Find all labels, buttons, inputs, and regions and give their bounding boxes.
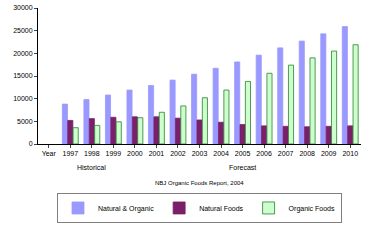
svg-text:Year: Year <box>42 150 57 157</box>
svg-text:2000: 2000 <box>127 150 143 157</box>
svg-text:2010: 2010 <box>342 150 358 157</box>
svg-text:NBJ Organic Foods Report, 2004: NBJ Organic Foods Report, 2004 <box>155 180 244 186</box>
svg-text:Forecast: Forecast <box>229 164 256 171</box>
svg-text:Historical: Historical <box>77 164 106 171</box>
svg-text:2003: 2003 <box>192 150 208 157</box>
svg-text:2004: 2004 <box>213 150 229 157</box>
svg-text:2008: 2008 <box>299 150 315 157</box>
svg-text:10000: 10000 <box>13 95 33 102</box>
svg-text:1998: 1998 <box>84 150 100 157</box>
svg-text:Natural & Organic: Natural & Organic <box>98 205 154 213</box>
svg-text:25000: 25000 <box>13 27 33 34</box>
svg-text:2007: 2007 <box>278 150 294 157</box>
svg-text:15000: 15000 <box>13 72 33 79</box>
svg-text:2005: 2005 <box>235 150 251 157</box>
svg-text:2002: 2002 <box>170 150 186 157</box>
svg-text:20000: 20000 <box>13 50 33 57</box>
svg-text:1999: 1999 <box>106 150 122 157</box>
svg-text:2001: 2001 <box>149 150 165 157</box>
svg-text:0: 0 <box>29 140 33 147</box>
svg-text:2009: 2009 <box>321 150 337 157</box>
svg-text:2006: 2006 <box>256 150 272 157</box>
svg-text:1997: 1997 <box>63 150 79 157</box>
svg-text:Organic Foods: Organic Foods <box>289 205 335 213</box>
svg-text:30000: 30000 <box>13 4 33 11</box>
svg-text:5000: 5000 <box>17 118 33 125</box>
svg-text:Natural Foods: Natural Foods <box>199 205 243 212</box>
